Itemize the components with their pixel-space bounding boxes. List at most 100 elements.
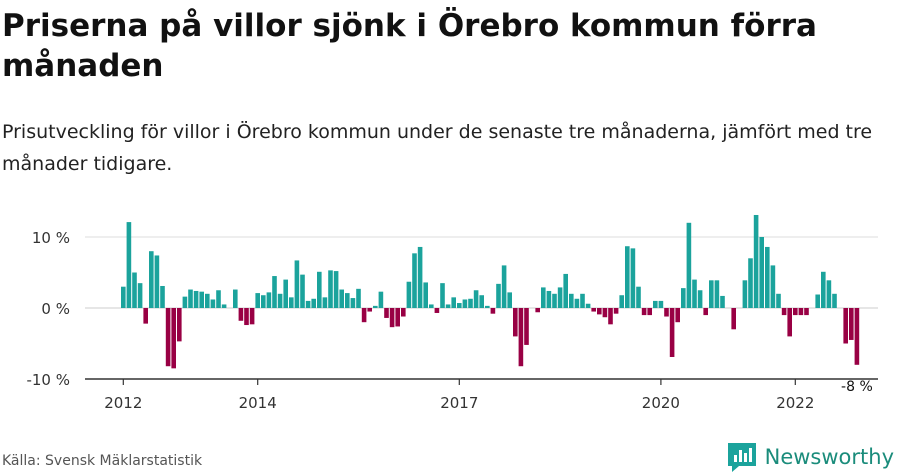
bar bbox=[585, 303, 591, 308]
bar bbox=[233, 289, 238, 308]
bar bbox=[143, 308, 148, 324]
bar bbox=[356, 288, 361, 308]
bar bbox=[216, 290, 221, 308]
bar bbox=[753, 214, 759, 308]
bar bbox=[165, 308, 171, 367]
bar bbox=[781, 308, 787, 316]
bar bbox=[776, 293, 781, 308]
bar bbox=[731, 308, 736, 330]
bar bbox=[221, 304, 227, 308]
bar bbox=[468, 298, 473, 308]
bar bbox=[339, 289, 344, 308]
bar bbox=[597, 308, 602, 315]
bar bbox=[798, 308, 804, 316]
bar bbox=[770, 265, 776, 308]
bar bbox=[485, 305, 490, 308]
bar bbox=[524, 308, 529, 345]
bar bbox=[350, 298, 356, 308]
bar bbox=[373, 305, 378, 308]
x-tick-label: 2022 bbox=[776, 394, 814, 412]
bar bbox=[423, 282, 428, 308]
bar bbox=[328, 270, 333, 308]
bar bbox=[557, 287, 563, 308]
bar bbox=[619, 295, 624, 308]
bar bbox=[535, 308, 540, 313]
bar bbox=[434, 308, 440, 313]
bar bbox=[440, 283, 445, 308]
bar bbox=[742, 280, 748, 308]
source-note: Källa: Svensk Mäklarstatistik bbox=[2, 453, 203, 469]
bar bbox=[384, 308, 389, 318]
bar bbox=[541, 287, 546, 308]
bar bbox=[513, 308, 518, 337]
bar bbox=[121, 286, 126, 308]
y-tick-label: 0 % bbox=[41, 300, 70, 318]
bar bbox=[832, 293, 837, 308]
grid-layer: 10 % 0 % -10 % bbox=[26, 229, 878, 389]
bar bbox=[641, 308, 647, 316]
bar bbox=[305, 300, 311, 308]
bar bbox=[518, 308, 524, 367]
bar bbox=[149, 251, 154, 308]
bar bbox=[361, 308, 367, 323]
bar bbox=[759, 237, 764, 308]
bar bbox=[210, 299, 216, 308]
bar bbox=[255, 293, 260, 308]
bar bbox=[826, 280, 832, 308]
bar bbox=[182, 296, 188, 308]
bar bbox=[406, 281, 412, 308]
bar bbox=[636, 286, 641, 308]
bar bbox=[507, 292, 512, 308]
bar bbox=[294, 260, 300, 308]
bar bbox=[367, 308, 372, 312]
bar bbox=[193, 290, 199, 308]
bar bbox=[395, 308, 400, 327]
bar bbox=[602, 308, 608, 318]
x-tick-label: 2014 bbox=[239, 394, 277, 412]
bar bbox=[137, 283, 143, 308]
bar bbox=[345, 293, 350, 308]
bar bbox=[675, 308, 680, 323]
bar bbox=[283, 279, 288, 308]
bar bbox=[647, 308, 652, 316]
bar bbox=[261, 295, 266, 308]
bar bbox=[658, 300, 664, 308]
bar bbox=[686, 222, 692, 308]
bar bbox=[177, 308, 182, 342]
x-tick-label: 2020 bbox=[642, 394, 680, 412]
bar bbox=[854, 308, 860, 365]
bar bbox=[490, 308, 496, 314]
bar bbox=[580, 293, 585, 308]
bar bbox=[821, 271, 826, 308]
bar bbox=[714, 280, 720, 308]
bar bbox=[804, 308, 809, 316]
bar bbox=[669, 308, 675, 357]
price-change-bar-chart: 10 % 0 % -10 % 2012 2014 2017 2020 2022 -8 % bbox=[26, 214, 878, 412]
bar bbox=[462, 299, 468, 308]
bar bbox=[563, 273, 568, 308]
bar bbox=[311, 298, 316, 308]
bar bbox=[126, 222, 132, 308]
newsworthy-logo[interactable]: Newsworthy bbox=[725, 440, 894, 474]
bar bbox=[445, 304, 451, 308]
page-title: Priserna på villor sjönk i Örebro kommun… bbox=[2, 8, 817, 84]
bar bbox=[188, 289, 193, 308]
bar bbox=[457, 303, 462, 308]
bar bbox=[479, 295, 484, 308]
bar bbox=[317, 271, 322, 308]
bar bbox=[664, 308, 669, 317]
bar bbox=[793, 308, 798, 316]
axis-layer: 2012 2014 2017 2020 2022 -8 % bbox=[85, 378, 878, 412]
bar bbox=[608, 308, 613, 325]
bar bbox=[591, 308, 596, 312]
bar bbox=[815, 294, 820, 308]
bar bbox=[787, 308, 792, 337]
bar bbox=[473, 290, 479, 308]
bars-layer bbox=[121, 214, 860, 369]
x-tick-label: 2017 bbox=[440, 394, 478, 412]
bar bbox=[703, 308, 708, 316]
bar bbox=[160, 285, 165, 308]
bar bbox=[322, 297, 328, 308]
bar bbox=[378, 291, 384, 308]
bar bbox=[417, 246, 423, 308]
